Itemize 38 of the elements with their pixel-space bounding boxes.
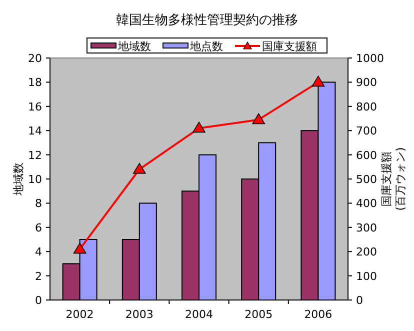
- y-tick-label: 8: [35, 197, 42, 210]
- y-tick-label: 0: [35, 294, 42, 307]
- y2-axis-title: 国庫支援額 (百万ウォン): [380, 147, 407, 211]
- y-tick-label: 4: [35, 246, 42, 259]
- y2-tick-label: 500: [356, 173, 377, 186]
- legend-label: 国庫支援額: [262, 40, 317, 53]
- y2-tick-label: 700: [356, 124, 377, 138]
- y-tick-label: 6: [35, 221, 42, 234]
- y2-tick-label: 1000: [356, 52, 384, 65]
- y2-tick-label: 900: [356, 76, 377, 90]
- chart-title: 韓国生物多様性管理契約の推移: [116, 13, 298, 28]
- y2-tick-label: 0: [356, 294, 363, 307]
- y-tick-label: 12: [28, 148, 42, 162]
- x-tick-label: 2003: [125, 308, 154, 321]
- y2-tick-label: 100: [356, 270, 377, 283]
- y-tick-label: 20: [28, 52, 42, 65]
- y2-tick-label: 800: [356, 100, 377, 114]
- y-tick-label: 14: [28, 124, 42, 138]
- y-tick-label: 2: [35, 270, 42, 283]
- x-tick-label: 2006: [304, 308, 332, 321]
- point: [73, 242, 86, 254]
- y2-tick-label: 200: [356, 246, 377, 259]
- legend-label: 地域数: [117, 40, 151, 53]
- y2-tick-label: 400: [356, 197, 377, 210]
- y2-tick-label: 300: [356, 221, 377, 234]
- y-tick-label: 18: [28, 76, 42, 90]
- point: [133, 162, 146, 174]
- y2-tick-label: 600: [356, 148, 377, 162]
- y-axis-title: 地域数: [12, 162, 25, 196]
- x-tick-label: 2004: [185, 308, 213, 321]
- point: [312, 76, 325, 87]
- point: [192, 122, 206, 133]
- point: [252, 113, 265, 124]
- x-tick-label: 2002: [66, 308, 94, 321]
- x-tick-label: 2005: [244, 308, 273, 321]
- y-tick-label: 10: [28, 173, 42, 186]
- y-tick-label: 16: [28, 100, 42, 114]
- legend-label: 地点数: [189, 40, 223, 53]
